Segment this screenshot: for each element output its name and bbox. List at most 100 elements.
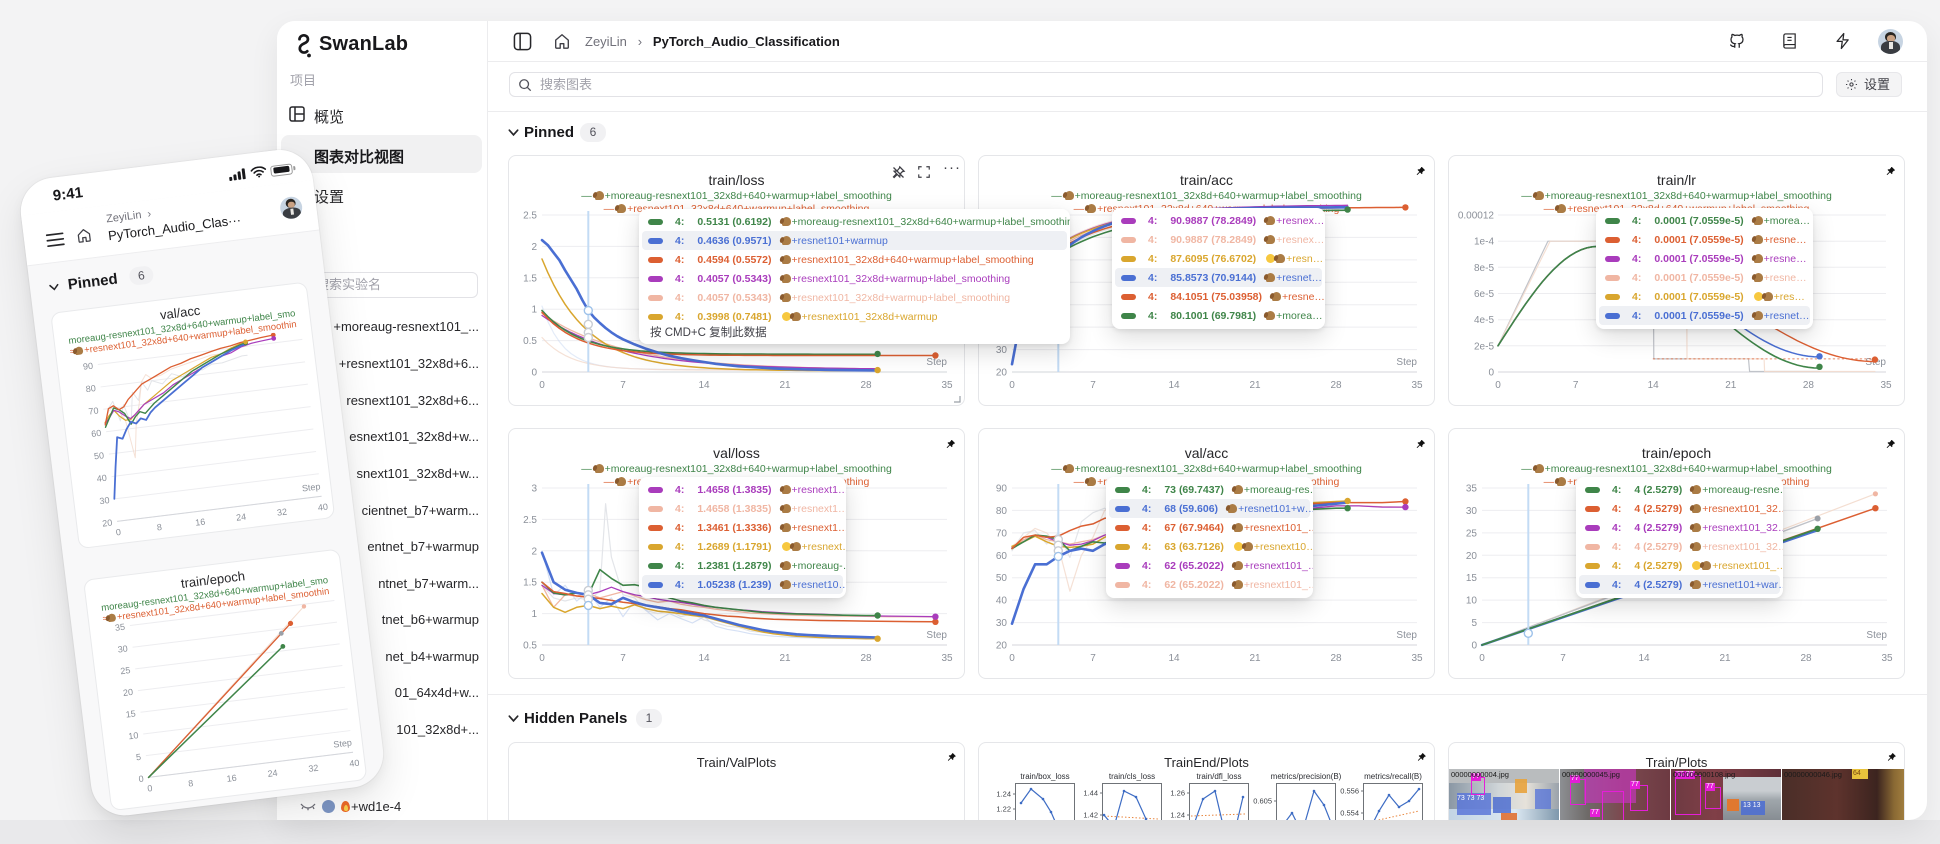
svg-text:90: 90 [996, 484, 1008, 495]
svg-text:35: 35 [941, 653, 953, 664]
svg-text:21: 21 [779, 380, 791, 391]
svg-text:20: 20 [122, 687, 133, 698]
svg-text:2e-5: 2e-5 [1474, 341, 1494, 352]
svg-text:7: 7 [620, 380, 626, 391]
svg-text:28: 28 [1330, 380, 1342, 391]
svg-text:0.554: 0.554 [1340, 809, 1359, 818]
svg-text:21: 21 [1249, 653, 1261, 664]
svg-text:60: 60 [91, 428, 102, 439]
svg-text:4e-5: 4e-5 [1474, 315, 1494, 326]
svg-text:10: 10 [1466, 596, 1478, 607]
svg-text:0.605: 0.605 [1253, 797, 1272, 806]
svg-text:15: 15 [1466, 573, 1478, 584]
svg-text:30: 30 [99, 495, 110, 506]
svg-text:6e-5: 6e-5 [1474, 289, 1494, 300]
svg-text:10: 10 [128, 730, 139, 741]
svg-text:80: 80 [996, 506, 1008, 517]
svg-text:7: 7 [1573, 380, 1579, 391]
svg-text:20: 20 [1466, 551, 1478, 562]
svg-text:0.5: 0.5 [523, 641, 537, 652]
svg-text:8: 8 [156, 522, 162, 533]
svg-text:21: 21 [1725, 380, 1737, 391]
svg-text:Step: Step [333, 737, 353, 749]
svg-text:30: 30 [117, 643, 128, 654]
svg-text:14: 14 [698, 653, 710, 664]
svg-text:35: 35 [1881, 653, 1893, 664]
svg-text:0: 0 [539, 653, 545, 664]
svg-text:80: 80 [85, 383, 96, 394]
svg-text:20: 20 [996, 641, 1008, 652]
svg-text:35: 35 [941, 380, 953, 391]
svg-text:40: 40 [996, 596, 1008, 607]
svg-text:1.22: 1.22 [996, 805, 1011, 814]
svg-text:21: 21 [779, 653, 791, 664]
svg-text:21: 21 [1249, 380, 1261, 391]
svg-text:Step: Step [1396, 630, 1417, 641]
svg-text:5: 5 [1471, 618, 1477, 629]
svg-text:0.00012: 0.00012 [1458, 211, 1495, 222]
svg-text:40: 40 [349, 758, 360, 769]
svg-text:1e-4: 1e-4 [1474, 237, 1494, 248]
svg-text:1.26: 1.26 [1170, 789, 1185, 798]
svg-text:32: 32 [308, 763, 319, 774]
svg-text:2: 2 [531, 242, 537, 253]
svg-text:Step: Step [926, 630, 947, 641]
svg-text:24: 24 [267, 768, 278, 779]
svg-text:0.5: 0.5 [523, 336, 537, 347]
svg-text:Step: Step [301, 481, 321, 493]
svg-text:0: 0 [1471, 641, 1477, 652]
svg-text:35: 35 [1466, 484, 1478, 495]
svg-text:2.5: 2.5 [523, 515, 537, 526]
svg-text:8: 8 [188, 778, 194, 789]
svg-text:70: 70 [88, 405, 99, 416]
svg-text:0: 0 [1495, 380, 1501, 391]
svg-text:35: 35 [1411, 653, 1423, 664]
svg-text:21: 21 [1719, 653, 1731, 664]
svg-text:3: 3 [531, 484, 537, 495]
svg-text:14: 14 [1648, 380, 1660, 391]
svg-text:35: 35 [114, 622, 125, 633]
svg-text:0: 0 [1009, 653, 1015, 664]
svg-text:50: 50 [93, 450, 104, 461]
svg-text:8e-5: 8e-5 [1474, 263, 1494, 274]
svg-text:1.44: 1.44 [1083, 789, 1098, 798]
svg-text:1.24: 1.24 [996, 790, 1011, 799]
svg-text:7: 7 [620, 653, 626, 664]
svg-text:5: 5 [135, 752, 141, 763]
svg-text:Step: Step [926, 357, 947, 368]
svg-text:60: 60 [996, 551, 1008, 562]
svg-text:16: 16 [195, 517, 206, 528]
svg-text:35: 35 [1880, 380, 1892, 391]
svg-text:0: 0 [1488, 368, 1494, 379]
svg-text:0: 0 [539, 380, 545, 391]
svg-text:28: 28 [860, 380, 872, 391]
svg-text:20: 20 [996, 368, 1008, 379]
svg-text:Step: Step [1396, 357, 1417, 368]
svg-text:15: 15 [125, 708, 136, 719]
svg-text:14: 14 [1168, 653, 1180, 664]
svg-text:70: 70 [996, 528, 1008, 539]
svg-text:0: 0 [1479, 653, 1485, 664]
svg-text:32: 32 [276, 507, 287, 518]
svg-text:28: 28 [1330, 653, 1342, 664]
svg-text:0: 0 [147, 783, 153, 794]
svg-text:24: 24 [236, 512, 247, 523]
svg-text:30: 30 [996, 345, 1008, 356]
svg-text:90: 90 [82, 361, 93, 372]
svg-text:1.5: 1.5 [523, 273, 537, 284]
svg-text:20: 20 [102, 517, 113, 528]
svg-text:14: 14 [698, 380, 710, 391]
svg-text:1.5: 1.5 [523, 578, 537, 589]
svg-text:1: 1 [531, 609, 537, 620]
svg-text:1.24: 1.24 [1170, 811, 1185, 820]
svg-text:14: 14 [1638, 653, 1650, 664]
svg-text:2.5: 2.5 [523, 211, 537, 222]
svg-text:7: 7 [1090, 653, 1096, 664]
svg-text:0: 0 [531, 368, 537, 379]
svg-text:1.42: 1.42 [1083, 811, 1098, 820]
svg-text:30: 30 [996, 618, 1008, 629]
svg-text:16: 16 [226, 773, 237, 784]
svg-text:14: 14 [1168, 380, 1180, 391]
svg-text:1: 1 [531, 305, 537, 316]
svg-text:Step: Step [1866, 630, 1887, 641]
